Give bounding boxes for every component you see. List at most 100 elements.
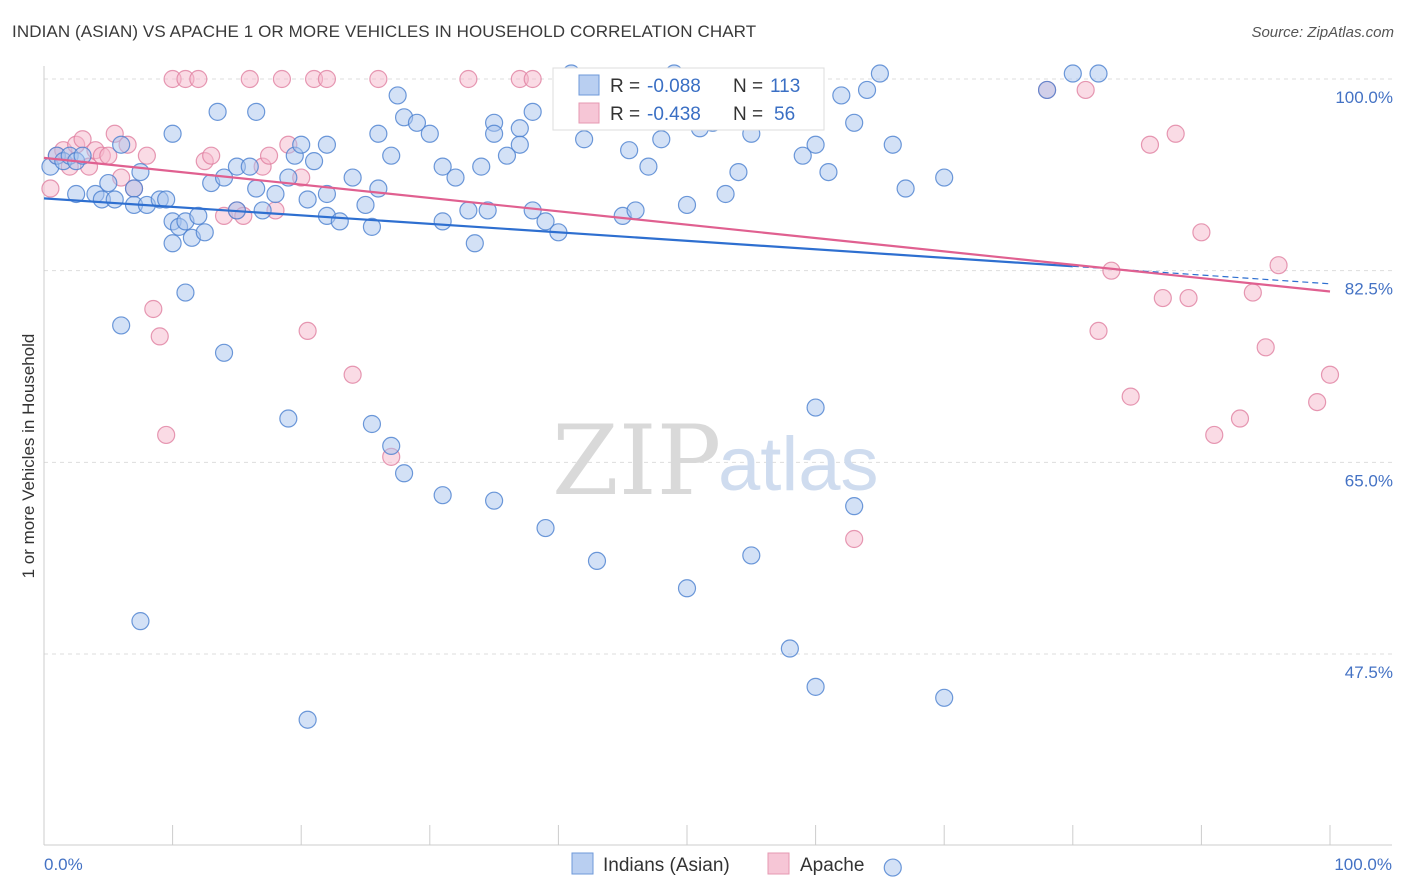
apache-point-36 [343,365,362,384]
indian-point-49 [382,146,401,165]
apache-point-53 [1205,425,1224,445]
trendline-indian [43,197,1073,268]
apache-point-49 [1153,288,1172,308]
indian-point-121 [935,688,954,707]
indian-point-82 [677,195,697,215]
indian-point-39 [304,152,324,171]
indian-point-37 [292,135,311,154]
indian-point-115 [677,579,697,598]
indian-point-6 [67,184,86,204]
apache-point-26 [240,69,259,89]
indian-point-10 [105,190,124,209]
apache-point-52 [1192,223,1211,242]
apache-point-20 [189,69,208,89]
apache-point-57 [1269,256,1288,275]
legend-bottom-label-indian: Indians (Asian) [603,855,730,876]
indian-point-48 [369,124,388,143]
apache-point-28 [259,146,279,165]
apache-point-17 [157,425,176,445]
indian-point-103 [163,234,182,253]
legend-swatch-indian [578,74,600,96]
indian-point-45 [356,195,375,215]
indian-point-98 [896,179,915,198]
indian-point-71 [575,130,594,149]
indian-point-30 [240,157,259,176]
apache-point-39 [459,69,478,89]
indian-point-109 [382,436,401,456]
indian-point-102 [1089,64,1108,83]
x-tick-marks [43,825,1331,845]
indian-points [41,64,1108,877]
watermark-zip: ZIP [552,405,721,517]
indian-point-11 [112,135,131,154]
indian-point-26 [208,102,227,121]
indian-point-86 [729,162,748,182]
watermark-atlas: atlas [718,422,879,507]
indian-point-43 [330,212,349,231]
legend-r-label-apache: R = [610,104,640,125]
trendline-apache [43,156,1331,293]
indian-point-23 [189,206,208,226]
indian-point-54 [433,212,452,231]
indian-point-18 [163,124,182,143]
indian-point-96 [870,64,890,83]
indian-point-91 [806,135,825,154]
indian-point-12 [124,179,144,198]
indian-point-33 [253,201,272,220]
y-tick-label-3: 47.5% [1345,663,1393,682]
indian-point-46 [362,217,382,236]
legend-bottom: Indians (Asian) Apache [571,852,864,876]
legend-bottom-swatch-indian [571,852,594,875]
y-tick-label-2: 65.0% [1345,471,1393,490]
indian-point-113 [536,518,555,538]
legend-n-label-indian: N = [733,76,763,97]
indian-point-50 [388,86,407,105]
indian-point-17 [157,190,176,209]
legend-bottom-swatch-apache [767,852,790,875]
indian-point-77 [639,157,658,176]
apache-point-44 [1076,80,1095,100]
apache-point-33 [298,321,317,341]
indian-point-123 [131,612,150,631]
apache-point-0 [41,179,60,198]
indian-point-52 [407,113,427,132]
legend-top: R = -0.088 N = 113 R = -0.438 N = 56 [552,67,825,131]
apache-point-42 [845,529,864,549]
apache-point-37 [369,69,388,89]
indian-point-117 [780,639,799,658]
indian-point-62 [485,124,504,143]
apache-point-51 [1179,288,1198,308]
indian-point-31 [247,102,266,121]
indian-point-100 [1037,80,1057,100]
indian-point-107 [279,409,298,428]
apache-point-48 [1140,135,1160,154]
source-credit: Source: ZipAtlas.com [1251,24,1394,41]
indian-point-68 [536,212,555,231]
indian-point-104 [176,283,195,302]
legend-swatch-apache [578,102,600,124]
apache-point-46 [1102,261,1121,280]
indian-point-101 [1063,64,1082,83]
indian-point-118 [806,677,825,696]
indian-point-111 [433,486,452,505]
indian-point-97 [883,135,902,154]
indian-point-53 [420,124,439,143]
legend-n-value-apache: 56 [774,104,795,125]
indian-point-63 [497,146,517,165]
indian-point-99 [935,168,954,187]
legend-r-value-indian: -0.088 [647,76,701,97]
indian-point-120 [883,858,902,877]
apache-point-58 [1308,392,1327,412]
indian-point-95 [857,80,877,100]
indian-point-60 [478,201,497,220]
indian-point-114 [587,551,607,571]
indian-point-124 [298,710,317,729]
apache-point-22 [202,146,221,165]
legend-r-value-apache: -0.438 [647,104,701,125]
indian-point-56 [446,168,465,187]
apache-point-50 [1166,124,1185,143]
legend-n-value-indian: 113 [770,76,800,97]
indian-point-47 [369,179,388,198]
indian-point-9 [99,173,118,193]
